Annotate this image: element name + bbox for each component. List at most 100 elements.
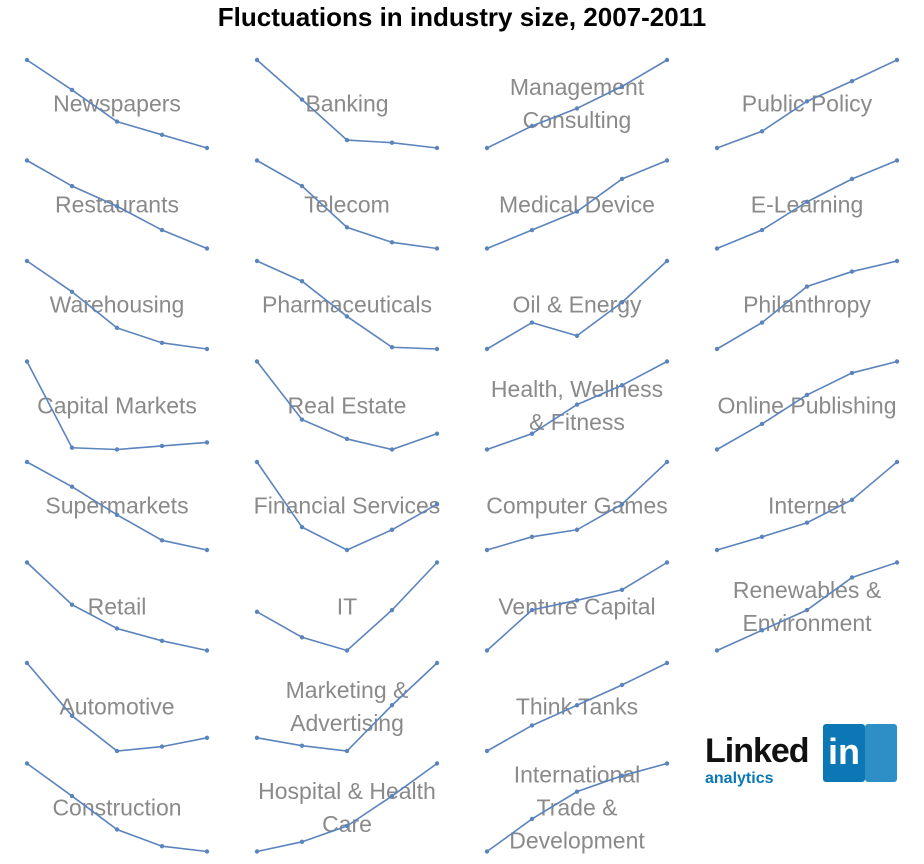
point (804, 607, 810, 613)
point (619, 176, 625, 182)
point (114, 512, 120, 517)
point (299, 743, 305, 748)
point (484, 849, 490, 854)
point (619, 682, 625, 688)
sparkline (486, 461, 668, 551)
logo-bars (865, 724, 897, 782)
sparkline (716, 561, 898, 652)
point (664, 560, 670, 565)
point (664, 57, 670, 63)
point (759, 320, 765, 325)
point (24, 57, 30, 63)
point (389, 703, 395, 708)
sparkline (26, 59, 208, 149)
point (574, 333, 580, 338)
panel-label: Think Tanks (515, 693, 639, 720)
sparkline (716, 360, 898, 451)
sparkline (256, 361, 438, 451)
point (804, 99, 810, 104)
sparkline (486, 762, 668, 853)
panel-label: Health, Wellness & Fitness (490, 375, 664, 435)
point (574, 703, 580, 708)
sparkline (26, 361, 208, 451)
sparkline (256, 260, 438, 350)
point (484, 547, 490, 553)
panel-label: Warehousing (49, 291, 185, 318)
point (484, 246, 490, 251)
point (619, 300, 625, 305)
point (574, 209, 580, 214)
point (759, 421, 765, 427)
point (114, 119, 120, 124)
point (254, 258, 260, 264)
point (619, 773, 625, 779)
point (759, 129, 765, 134)
point (434, 145, 440, 151)
point (24, 761, 30, 766)
sparkline (256, 59, 438, 149)
point (204, 735, 210, 740)
point (619, 84, 625, 89)
sparkline (256, 159, 438, 250)
panel-label: Internet (768, 492, 846, 519)
point (434, 346, 440, 352)
logo-word: Linked (705, 732, 810, 770)
point (204, 145, 210, 151)
point (299, 279, 305, 284)
point (484, 748, 490, 754)
panel-label: Retail (87, 593, 147, 619)
point (159, 538, 165, 543)
point (529, 320, 535, 325)
point (529, 431, 535, 436)
point (804, 199, 810, 205)
point (664, 158, 670, 163)
point (804, 284, 810, 289)
point (434, 431, 440, 436)
point (894, 359, 900, 364)
point (24, 459, 30, 465)
sparkline (486, 159, 668, 250)
panel-label: Venture Capital (498, 593, 656, 619)
point (529, 123, 535, 129)
point (159, 638, 165, 644)
point (389, 345, 395, 350)
point (254, 735, 260, 740)
sparkline (716, 159, 898, 250)
point (434, 761, 440, 766)
point (849, 370, 855, 376)
point (714, 447, 720, 452)
point (434, 560, 440, 565)
point (664, 459, 670, 465)
panel-label: Financial Services (253, 492, 441, 519)
point (389, 140, 395, 145)
point (114, 325, 120, 331)
point (69, 484, 75, 489)
point (69, 793, 75, 799)
point (714, 547, 720, 553)
point (159, 443, 165, 449)
point (434, 660, 440, 666)
point (344, 648, 350, 653)
point (529, 607, 535, 613)
point (389, 527, 395, 532)
point (114, 827, 120, 832)
panel-label: Philanthropy (743, 291, 871, 318)
point (389, 240, 395, 245)
point (714, 346, 720, 352)
point (299, 524, 305, 530)
point (484, 648, 490, 653)
point (619, 587, 625, 592)
point (24, 660, 30, 666)
point (24, 560, 30, 565)
point (759, 227, 765, 233)
point (299, 183, 305, 189)
point (849, 269, 855, 274)
panel-label: Banking (305, 90, 389, 117)
point (344, 314, 350, 319)
point (24, 359, 30, 364)
point (204, 246, 210, 251)
sparkline (256, 662, 438, 752)
sparkline (716, 59, 898, 149)
